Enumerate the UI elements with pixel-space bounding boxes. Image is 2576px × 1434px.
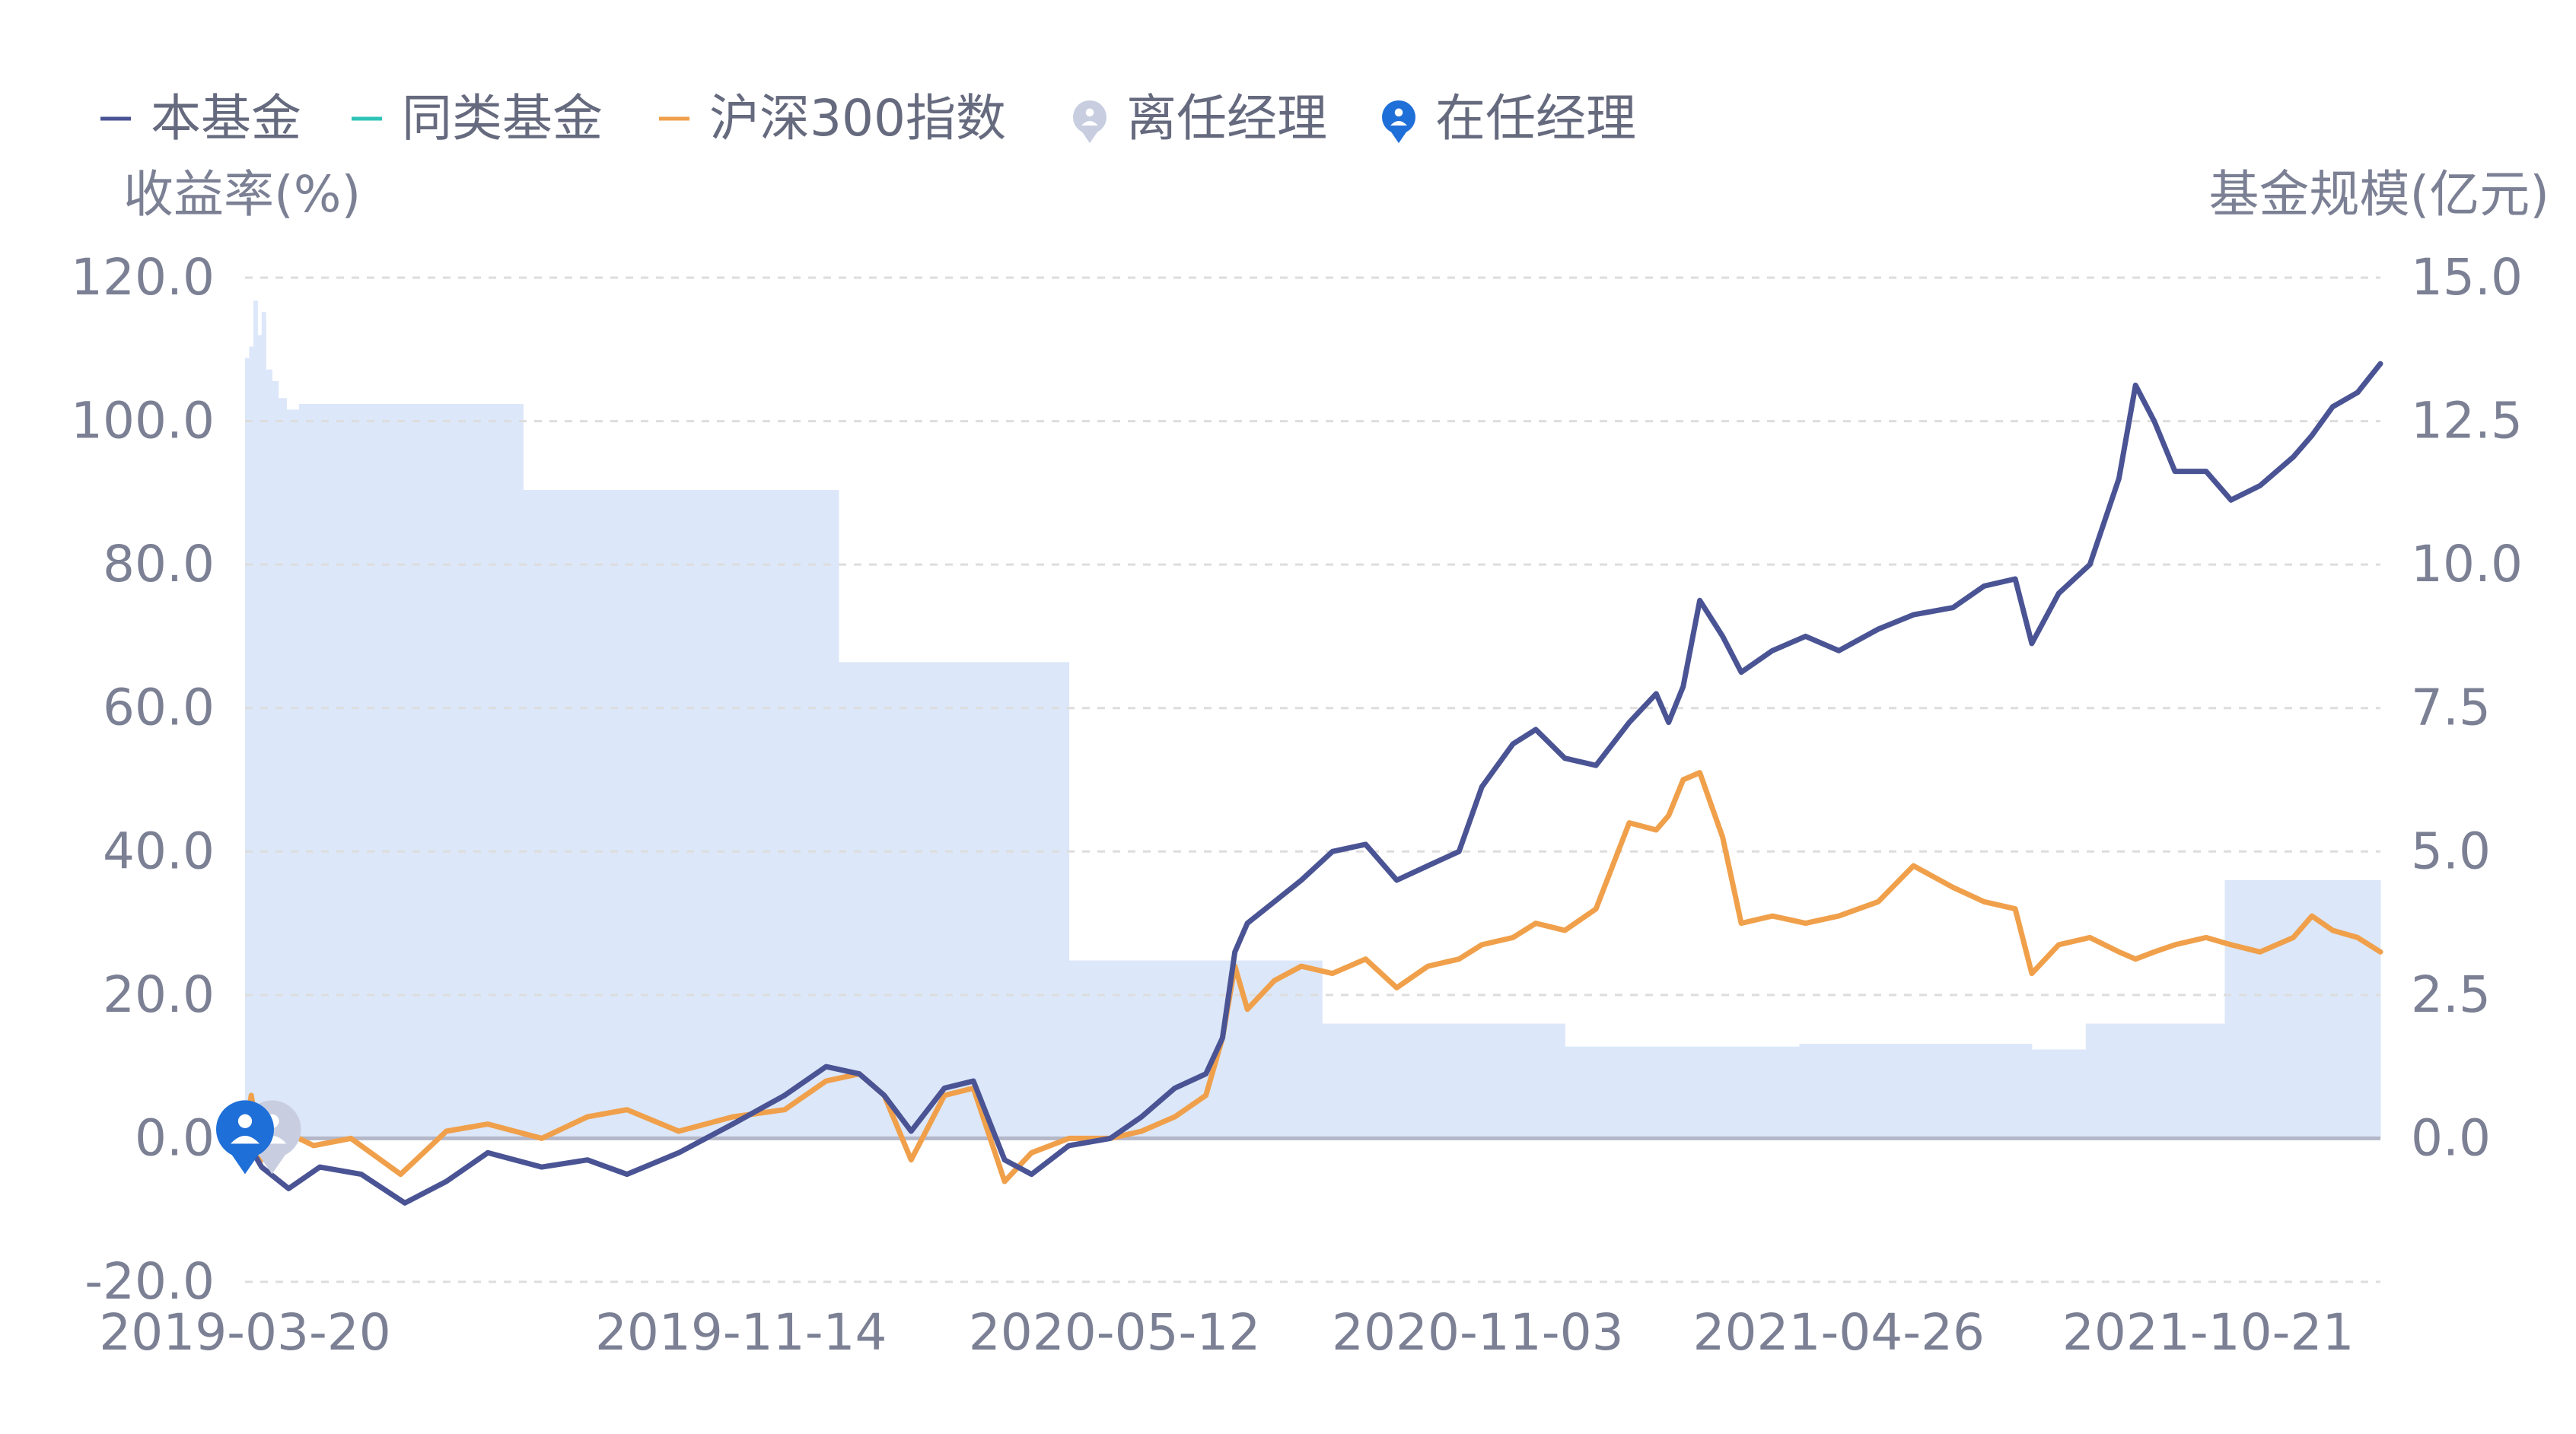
x-axis-tick-labels: 2019-03-20 2019-11-14 2020-05-12 2020-11-03…: [99, 1303, 2354, 1362]
current-manager-marker-icon[interactable]: [216, 1100, 274, 1175]
legend-item-fund[interactable]: 本基金: [100, 89, 301, 148]
right-tick-label: 12.5: [2411, 392, 2523, 450]
right-tick-label: 10.0: [2411, 535, 2523, 593]
chart-legend: 本基金 同类基金 沪深300指数 离任经理 在任经理: [100, 89, 1636, 148]
right-tick-label: 0.0: [2411, 1108, 2491, 1167]
fund-scale-step: [286, 409, 300, 1139]
legend-label-former-manager: 离任经理: [1126, 89, 1327, 148]
former-manager-pin-icon: [1073, 100, 1107, 144]
series-line-index[interactable]: [242, 770, 2383, 1184]
fund-scale-step: [838, 662, 1070, 1139]
fund-scale-step: [266, 369, 272, 1139]
x-tick-label: 2020-05-12: [969, 1303, 1261, 1362]
legend-item-current-manager[interactable]: 在任经理: [1382, 89, 1636, 148]
manager-marker-layer: [216, 1100, 301, 1175]
left-axis-title: 收益率(%): [123, 165, 361, 224]
right-tick-label: 7.5: [2411, 679, 2491, 737]
x-tick-label: 2021-04-26: [1692, 1303, 1985, 1362]
left-tick-label: 60.0: [103, 679, 215, 737]
left-tick-label: 40.0: [103, 822, 215, 880]
fund-scale-step: [2224, 880, 2381, 1139]
right-tick-label: 2.5: [2411, 965, 2491, 1024]
left-tick-label: 20.0: [103, 965, 215, 1024]
x-tick-label: 2019-03-20: [99, 1303, 391, 1362]
legend-label-peer: 同类基金: [402, 89, 603, 148]
fund-scale-step: [1322, 1023, 1565, 1139]
legend-item-former-manager[interactable]: 离任经理: [1073, 89, 1327, 148]
x-tick-label: 2019-11-14: [595, 1303, 887, 1362]
left-axis-tick-labels: -20.0 0.0 20.0 40.0 60.0 80.0 100.0 120.0: [71, 248, 215, 1311]
fund-scale-step: [257, 335, 263, 1139]
left-tick-label: 80.0: [103, 535, 215, 593]
right-tick-label: 5.0: [2411, 822, 2491, 880]
current-manager-pin-icon: [1382, 100, 1415, 144]
right-tick-label: 15.0: [2411, 248, 2523, 307]
fund-scale-step: [253, 300, 258, 1139]
fund-scale-step: [278, 398, 288, 1139]
series-line-fund[interactable]: [242, 361, 2383, 1206]
return-series-layer: [242, 361, 2383, 1206]
fund-scale-step: [2031, 1049, 2087, 1139]
right-axis-title: 基金规模(亿元): [2209, 165, 2550, 224]
fund-scale-step: [245, 358, 250, 1139]
fund-scale-step: [272, 380, 279, 1139]
legend-item-index[interactable]: 沪深300指数: [659, 89, 1006, 148]
right-axis-tick-labels: 0.0 2.5 5.0 7.5 10.0 12.5 15.0: [2411, 248, 2523, 1167]
left-tick-label: 120.0: [71, 248, 215, 307]
fund-scale-step: [2085, 1023, 2225, 1139]
left-tick-label: 100.0: [71, 392, 215, 450]
fund-scale-step: [523, 490, 839, 1139]
fund-scale-step: [261, 312, 266, 1139]
left-tick-label: -20.0: [84, 1252, 215, 1311]
legend-label-current-manager: 在任经理: [1435, 89, 1636, 148]
fund-scale-step: [1799, 1043, 2033, 1139]
left-tick-label: 0.0: [135, 1108, 215, 1167]
grid-lines: [245, 276, 2380, 1283]
legend-item-peer[interactable]: 同类基金: [352, 89, 603, 148]
legend-label-index: 沪深300指数: [709, 89, 1006, 148]
fund-scale-step: [1068, 960, 1323, 1139]
x-tick-label: 2021-10-21: [2062, 1303, 2355, 1362]
fund-scale-area-layer: [245, 300, 2381, 1139]
fund-scale-step: [298, 403, 524, 1139]
fund-scale-step: [249, 346, 254, 1139]
legend-label-fund: 本基金: [151, 89, 301, 148]
x-tick-label: 2020-11-03: [1332, 1303, 1624, 1362]
fund-scale-step: [1565, 1046, 1800, 1139]
